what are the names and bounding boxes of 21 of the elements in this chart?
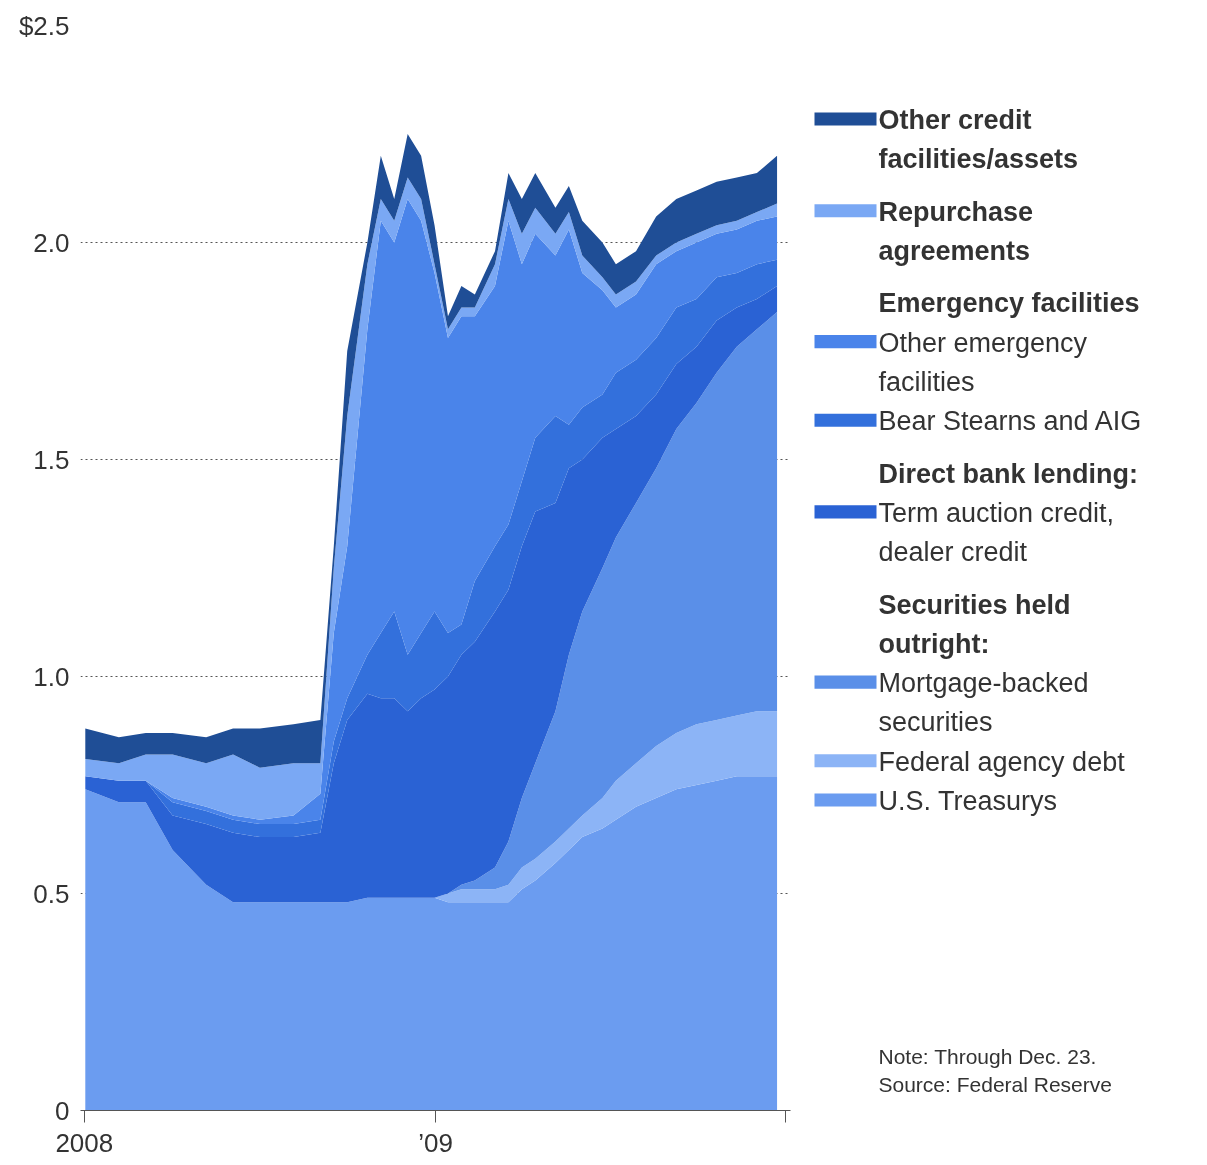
y-tick-label: 0	[55, 1095, 70, 1126]
legend-label: Federal agency debt	[878, 746, 1126, 777]
legend-label: Bear Stearns and AIG	[878, 406, 1142, 437]
text: Securities held outright:	[878, 589, 1071, 659]
x-tick-label: ’09	[418, 1127, 453, 1158]
x-tick-label: 2008	[55, 1127, 114, 1158]
y-tick-label: 1.0	[33, 661, 70, 692]
y-tick-label: 0.5	[33, 878, 70, 909]
legend-label: U.S. Treasurys	[878, 785, 1058, 816]
text: Emergency facilities	[878, 288, 1140, 319]
y-tick-label: 2.0	[33, 227, 70, 258]
y-tick-label: $2.5	[18, 10, 70, 41]
legend-label: Mortgage-backed securities	[878, 668, 1089, 738]
y-tick-label: 1.5	[33, 444, 70, 475]
legend-label: Other emergency facilities	[878, 327, 1088, 397]
legend-label: Other credit facilities/assets	[878, 105, 1079, 175]
source-note: Source: Federal Reserve	[878, 1073, 1112, 1097]
legend-label: Repurchase agreements	[878, 196, 1034, 266]
text: Direct bank lending:	[878, 458, 1139, 489]
legend-label: Term auction credit, dealer credit	[878, 497, 1115, 568]
text: Note: Through Dec. 23.	[878, 1045, 1097, 1069]
